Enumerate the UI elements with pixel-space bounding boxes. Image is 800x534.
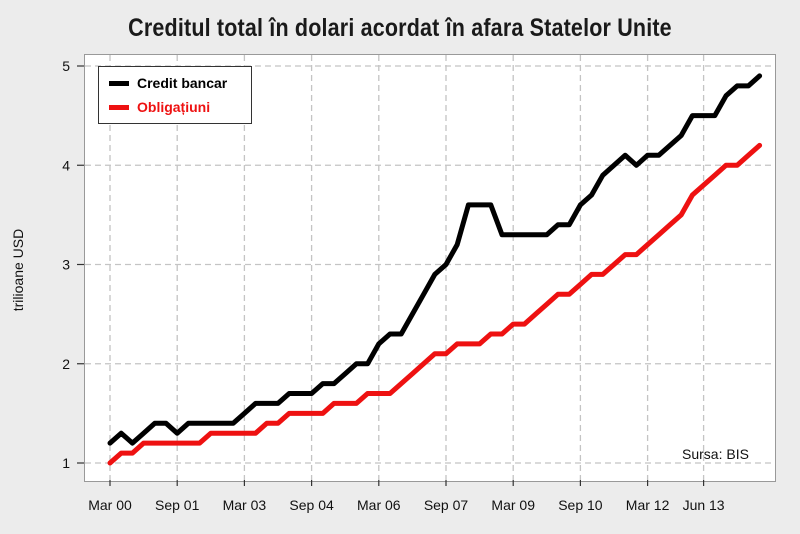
y-tick-label: 5 (62, 58, 70, 74)
legend-item-credit-bancar: Credit bancar (109, 73, 227, 93)
y-tick-label: 3 (62, 257, 70, 273)
y-tick-label: 4 (62, 157, 70, 173)
x-tick-label: Sep 04 (289, 497, 334, 513)
legend-label-credit-bancar: Credit bancar (137, 75, 228, 91)
x-tick-label: Mar 06 (357, 497, 401, 513)
x-tick-label: Jun 13 (683, 497, 725, 513)
series-line-obligatiuni (107, 142, 763, 466)
source-note: Sursa: BIS (682, 446, 749, 462)
plot-area (84, 54, 776, 482)
x-tick-label: Mar 09 (491, 497, 535, 513)
x-tick-label: Sep 10 (558, 497, 603, 513)
x-tick-label: Sep 01 (155, 497, 200, 513)
legend: Credit bancar Obligațiuni (98, 66, 252, 124)
legend-swatch-credit-bancar (109, 80, 129, 86)
legend-item-obligatiuni: Obligațiuni (109, 97, 210, 117)
y-tick-label: 1 (62, 455, 70, 471)
series-line-credit-bancar (107, 73, 763, 446)
y-tick-label: 2 (62, 356, 70, 372)
legend-swatch-obligatiuni (109, 104, 129, 110)
x-tick-label: Sep 07 (424, 497, 469, 513)
x-tick-label: Mar 03 (223, 497, 267, 513)
x-tick-label: Mar 00 (88, 497, 132, 513)
x-tick-label: Mar 12 (626, 497, 670, 513)
chart-title: Creditul total în dolari acordat în afar… (128, 14, 672, 42)
legend-label-obligatiuni: Obligațiuni (137, 99, 211, 115)
